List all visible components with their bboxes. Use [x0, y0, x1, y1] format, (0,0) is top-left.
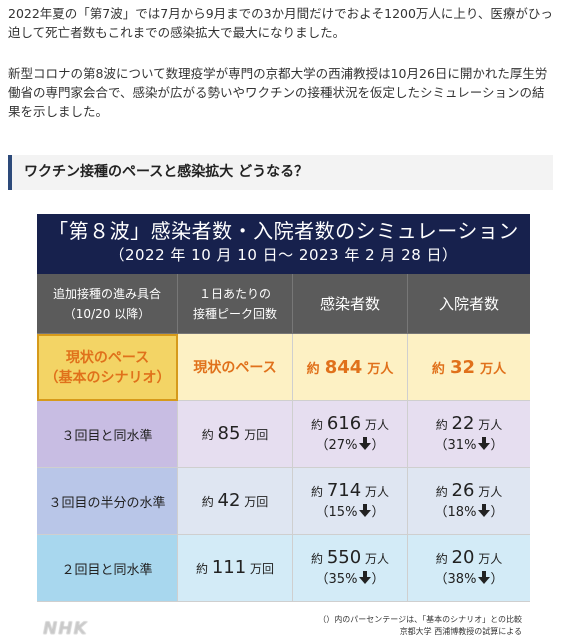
section-heading-text: ワクチン接種のペースと感染拡大 どうなる？	[24, 164, 309, 180]
unit-label: 万人	[478, 417, 503, 432]
peak-cell: 約 85 万回	[178, 401, 293, 468]
hospitalizations-cell: 約 22 万人 （31% ）	[408, 401, 530, 468]
peak-cell: 現状のペース	[178, 334, 293, 401]
header-scenario: 追加接種の進み具合 （10/20 以降）	[37, 274, 178, 334]
reduction-percent: （38%	[434, 571, 477, 587]
table-row-2nd-same: ２回目と同水準 約 111 万回 約 550 万人 （35% ） 約 20 万人 …	[37, 535, 530, 602]
down-arrow-icon	[359, 570, 372, 584]
approx-label: 約	[435, 417, 448, 432]
hospitalizations-cell: 約 32 万人	[408, 334, 530, 401]
unit-label: 万回	[244, 427, 269, 442]
approx-label: 約	[195, 561, 208, 576]
scenario-cell: ２回目と同水準	[37, 535, 178, 602]
scenario-label-line1: 現状のペース	[65, 349, 150, 366]
note-source: 京都大学 西浦博教授の試算による	[399, 627, 522, 636]
reduction-percent: （31%	[434, 437, 477, 453]
infections-cell: 約 844 万人	[293, 334, 408, 401]
header-peak: １日あたりの 接種ピーク回数	[178, 274, 293, 334]
paren-close: ）	[490, 571, 504, 587]
down-arrow-icon	[359, 436, 372, 450]
unit-label: 万人	[367, 361, 394, 377]
unit-label: 万人	[480, 361, 507, 377]
simulation-figure: 「第８波」感染者数・入院者数のシミュレーション （2022 年 10 月 10 …	[37, 214, 530, 640]
section-heading: ワクチン接種のペースと感染拡大 どうなる？	[8, 155, 553, 190]
hospitalizations-cell: 約 26 万人 （18% ）	[408, 468, 530, 535]
reduction-percent: （27%	[315, 437, 358, 453]
table-header-row: 追加接種の進み具合 （10/20 以降） １日あたりの 接種ピーク回数 感染者数…	[37, 274, 530, 334]
reduction-percent: （15%	[315, 504, 358, 520]
scenario-cell: ３回目の半分の水準	[37, 468, 178, 535]
down-arrow-icon	[359, 503, 372, 517]
hospitalizations-value: 26	[451, 479, 475, 501]
paren-close: ）	[490, 437, 504, 453]
nhk-logo: NHK	[43, 619, 88, 639]
unit-label: 万人	[478, 484, 503, 499]
paren-close: ）	[371, 504, 385, 520]
infections-cell: 約 616 万人 （27% ）	[293, 401, 408, 468]
infections-value: 550	[326, 546, 362, 568]
peak-cell: 約 42 万回	[178, 468, 293, 535]
unit-label: 万回	[244, 494, 269, 509]
peak-value: 42	[217, 489, 241, 511]
figure-notes: （）内のパーセンテージは、「基本のシナリオ」との比較 京都大学 西浦博教授の試算…	[37, 614, 530, 640]
reduction-percent: （35%	[315, 571, 358, 587]
header-infections: 感染者数	[293, 274, 408, 334]
header-peak-line2: 接種ピーク回数	[192, 306, 277, 321]
scenario-cell: ３回目と同水準	[37, 401, 178, 468]
approx-label: 約	[201, 494, 214, 509]
approx-label: 約	[306, 361, 320, 377]
peak-value: 85	[217, 422, 241, 444]
hospitalizations-value: 20	[451, 546, 475, 568]
down-arrow-icon	[478, 503, 491, 517]
table-row-3rd-same: ３回目と同水準 約 85 万回 約 616 万人 （27% ） 約 22 万人 （…	[37, 401, 530, 468]
article-paragraph-2: 新型コロナの第8波について数理疫学が専門の京都大学の西浦教授は10月26日に開か…	[8, 66, 548, 119]
table-row-base: 現状のペース （基本のシナリオ） 現状のペース 約 844 万人 約 32 万人	[37, 334, 530, 401]
figure-title-bar: 「第８波」感染者数・入院者数のシミュレーション （2022 年 10 月 10 …	[37, 214, 530, 274]
infections-value: 714	[326, 479, 362, 501]
header-peak-line1: １日あたりの	[198, 286, 271, 301]
table-row-3rd-half: ３回目の半分の水準 約 42 万回 約 714 万人 （15% ） 約 26 万人…	[37, 468, 530, 535]
paren-close: ）	[371, 437, 385, 453]
down-arrow-icon	[478, 436, 491, 450]
figure-title: 「第８波」感染者数・入院者数のシミュレーション	[48, 219, 519, 243]
approx-label: 約	[310, 484, 323, 499]
approx-label: 約	[435, 551, 448, 566]
hospitalizations-value: 22	[451, 412, 475, 434]
reduction-percent: （18%	[434, 504, 477, 520]
infections-cell: 約 550 万人 （35% ）	[293, 535, 408, 602]
approx-label: 約	[310, 551, 323, 566]
peak-cell: 約 111 万回	[178, 535, 293, 602]
hospitalizations-cell: 約 20 万人 （38% ）	[408, 535, 530, 602]
unit-label: 万人	[365, 417, 390, 432]
unit-label: 万人	[478, 551, 503, 566]
paren-close: ）	[371, 571, 385, 587]
peak-value: 111	[211, 556, 247, 578]
hospitalizations-value: 32	[449, 356, 476, 378]
infections-value: 616	[326, 412, 362, 434]
article-paragraph-1: 2022年夏の「第7波」では7月から9月までの3か月間だけでおよそ1200万人に…	[8, 6, 553, 40]
approx-label: 約	[435, 484, 448, 499]
approx-label: 約	[431, 361, 445, 377]
infections-cell: 約 714 万人 （15% ）	[293, 468, 408, 535]
simulation-table: 追加接種の進み具合 （10/20 以降） １日あたりの 接種ピーク回数 感染者数…	[37, 274, 530, 614]
down-arrow-icon	[478, 570, 491, 584]
unit-label: 万人	[365, 484, 390, 499]
paren-close: ）	[490, 504, 504, 520]
header-scenario-line1: 追加接種の進み具合	[52, 286, 161, 301]
header-hospitalizations: 入院者数	[408, 274, 530, 334]
figure-subtitle: （2022 年 10 月 10 日～ 2023 年 2 月 28 日）	[109, 246, 458, 264]
note-percentage: （）内のパーセンテージは、「基本のシナリオ」との比較	[318, 615, 522, 624]
scenario-cell: 現状のペース （基本のシナリオ）	[37, 334, 178, 401]
approx-label: 約	[310, 417, 323, 432]
unit-label: 万回	[250, 561, 275, 576]
approx-label: 約	[201, 427, 214, 442]
infections-value: 844	[324, 356, 363, 378]
scenario-label-line2: （基本のシナリオ）	[44, 369, 171, 386]
unit-label: 万人	[365, 551, 390, 566]
header-scenario-line2: （10/20 以降）	[63, 306, 151, 321]
